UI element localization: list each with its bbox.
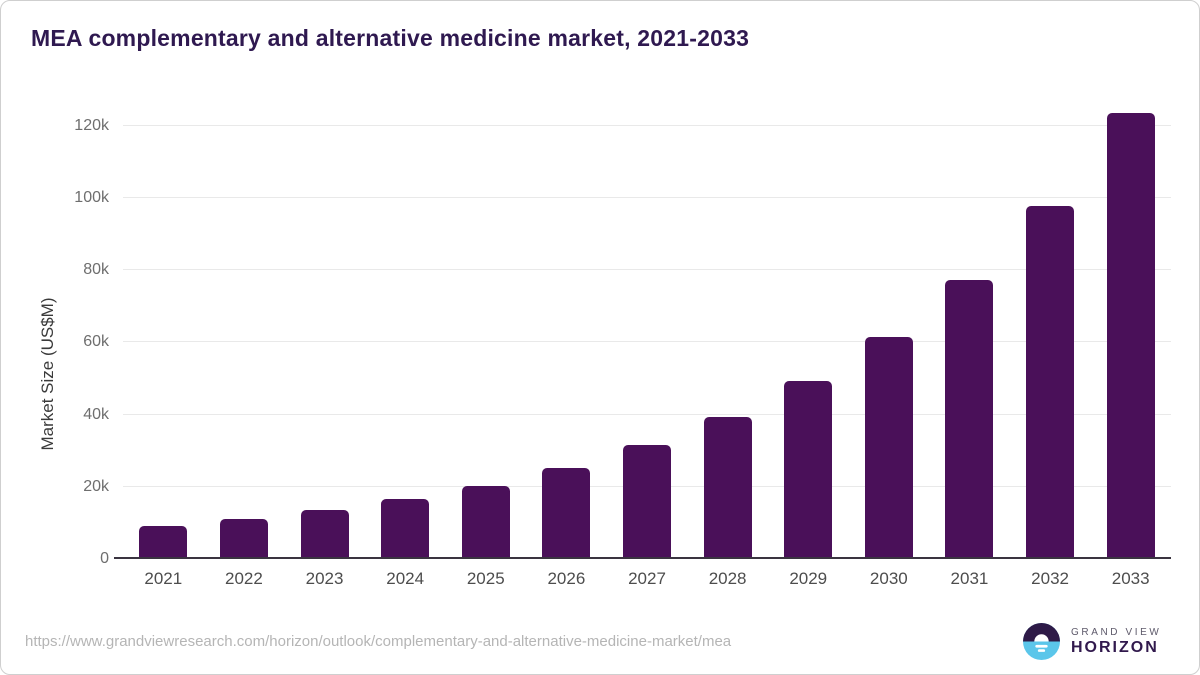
bar-2033[interactable] — [1106, 113, 1155, 559]
bar-2022[interactable] — [219, 518, 268, 559]
logo-product-name: HORIZON — [1071, 638, 1159, 656]
x-axis-label: 2026 — [547, 569, 586, 588]
bar-2026[interactable] — [542, 467, 591, 559]
gridline — [123, 413, 1171, 415]
logo-text: GRAND VIEW HORIZON — [1071, 627, 1161, 657]
gridline — [123, 197, 1171, 199]
bar-2030[interactable] — [864, 336, 913, 559]
y-tick-label: 20k — [83, 477, 109, 495]
bar-2032[interactable] — [1026, 206, 1075, 559]
y-tick-label: 0 — [100, 550, 109, 567]
y-tick-label: 80k — [83, 261, 109, 279]
y-tick-label: 60k — [83, 333, 109, 351]
x-axis-label: 2033 — [1111, 569, 1150, 588]
x-axis-label: 2031 — [950, 569, 989, 588]
y-tick-label: 40k — [83, 405, 109, 423]
bar-2024[interactable] — [381, 499, 430, 559]
x-axis-label: 2027 — [628, 569, 666, 588]
bar-2027[interactable] — [623, 445, 671, 559]
x-axis-label: 2023 — [305, 569, 344, 588]
x-axis-label: 2024 — [386, 569, 425, 588]
x-axis-label: 2025 — [466, 569, 505, 588]
sunset-horizon-icon — [1023, 623, 1060, 660]
y-axis-title: Market Size (US$M) — [38, 297, 57, 451]
gridline — [123, 124, 1171, 126]
gridline — [123, 269, 1171, 271]
gridline — [123, 341, 1171, 343]
chart-title: MEA complementary and alternative medici… — [31, 25, 750, 51]
grandview-horizon-logo: GRAND VIEW HORIZON — [1023, 623, 1161, 660]
x-axis-label: 2021 — [144, 569, 183, 588]
x-axis-label: 2030 — [869, 569, 908, 588]
plot-area — [123, 101, 1171, 559]
source-url: https://www.grandviewresearch.com/horizo… — [25, 633, 732, 650]
x-axis-label: 2022 — [225, 569, 263, 588]
x-axis-label: 2029 — [789, 569, 828, 588]
y-tick-label: 120k — [74, 116, 109, 134]
x-axis-label: 2028 — [708, 569, 747, 588]
y-tick-label: 100k — [74, 189, 109, 207]
bar-2028[interactable] — [703, 417, 752, 559]
x-axis-label: 2032 — [1031, 569, 1069, 588]
x-axis-line — [114, 557, 1171, 559]
logo-brand-name: GRAND VIEW — [1071, 626, 1162, 638]
bar-2029[interactable] — [784, 381, 833, 559]
bar-2025[interactable] — [461, 485, 510, 559]
bar-2031[interactable] — [945, 279, 994, 559]
bar-2023[interactable] — [300, 509, 349, 559]
bar-2021[interactable] — [139, 525, 188, 559]
